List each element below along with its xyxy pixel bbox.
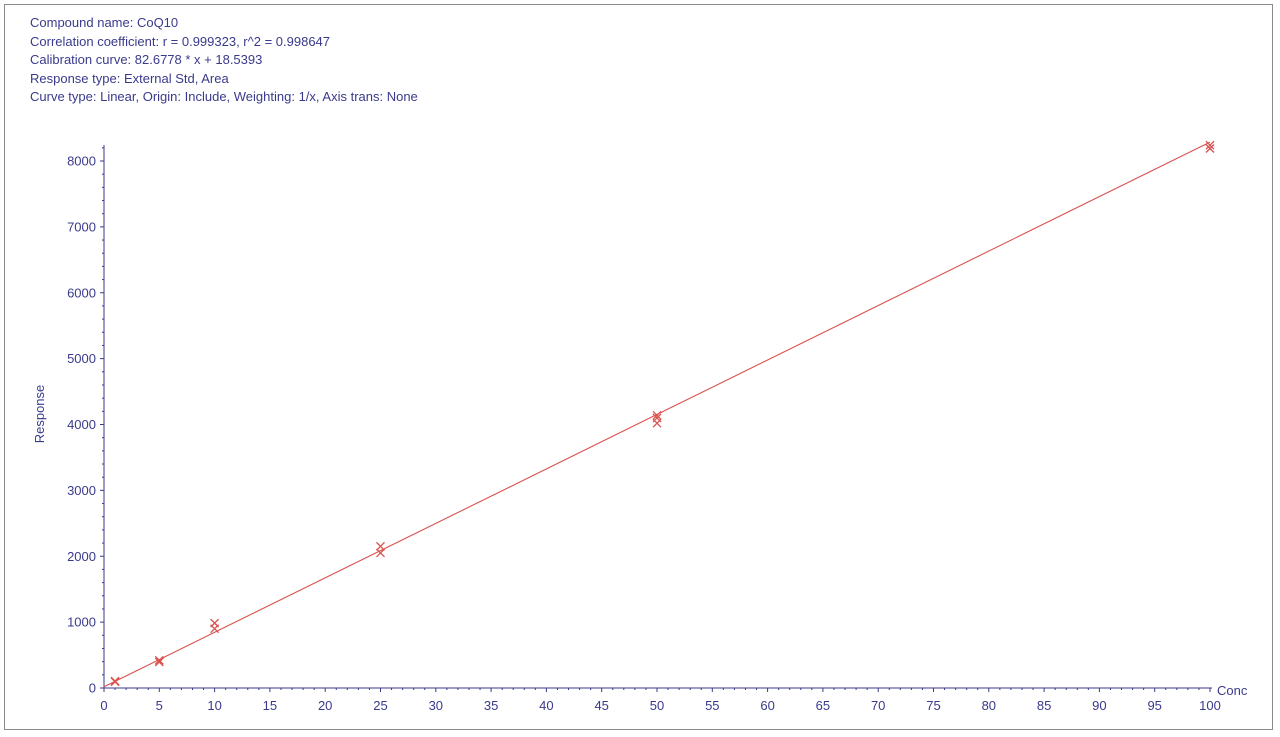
x-tick-label: 65: [816, 698, 830, 713]
y-tick-label: 8000: [67, 154, 96, 169]
x-tick-label: 55: [705, 698, 719, 713]
x-axis-title: Conc: [1217, 683, 1248, 698]
data-point-x-marker: [1205, 144, 1215, 153]
chart-frame: [4, 4, 1273, 730]
x-tick-label: 45: [594, 698, 608, 713]
data-point-x-marker: [376, 548, 385, 558]
calibration-curve: Calibration curve: 82.6778 * x + 18.5393: [30, 52, 263, 68]
x-tick-label: 20: [318, 698, 332, 713]
calibration-info: Compound name: CoQ10 Correlation coeffic…: [30, 14, 418, 107]
marker-stroke: [652, 410, 662, 420]
x-tick-label: 100: [1199, 698, 1221, 713]
x-tick-label: 10: [207, 698, 221, 713]
axes: 0 1000 2000 3000 4000 5000 6000 7000 8000 0 5 10 15 2…: [67, 145, 1221, 713]
x-tick-label: 15: [263, 698, 277, 713]
x-tick-label: 80: [982, 698, 996, 713]
y-tick-label: 4000: [67, 417, 96, 432]
compound-name: Compound name: CoQ10: [30, 15, 179, 30]
data-points: [110, 140, 1215, 687]
x-tick-label: 25: [373, 698, 387, 713]
data-point-x-marker: [154, 655, 164, 665]
marker-stroke: [110, 677, 120, 687]
marker-stroke: [376, 548, 385, 558]
marker-stroke: [652, 418, 662, 428]
x-tick-label: 0: [100, 698, 107, 713]
y-axis-title: Response: [32, 385, 47, 444]
marker-stroke: [154, 657, 164, 667]
data-point-x-marker: [210, 624, 220, 634]
data-point-x-marker: [652, 410, 662, 420]
y-tick-label: 2000: [67, 549, 96, 564]
marker-stroke: [1205, 140, 1215, 150]
y-tick-label: 0: [89, 681, 96, 696]
y-tick-label: 5000: [67, 351, 96, 366]
x-tick-label: 90: [1092, 698, 1106, 713]
marker-stroke: [210, 624, 220, 634]
x-tick-label: 30: [429, 698, 443, 713]
x-tick-label: 40: [539, 698, 553, 713]
data-point-x-marker: [154, 657, 164, 667]
response-type: Response type: External Std, Area: [30, 70, 229, 86]
data-point-x-marker: [1205, 140, 1215, 150]
data-point-x-marker: [110, 677, 120, 687]
y-tick-label: 3000: [67, 483, 96, 498]
x-tick-label: 95: [1147, 698, 1161, 713]
x-tick-label: 50: [650, 698, 664, 713]
data-point-x-marker: [652, 418, 662, 428]
x-tick-label: 35: [484, 698, 498, 713]
data-point-x-marker: [376, 541, 385, 551]
y-tick-label: 6000: [67, 285, 96, 300]
curve-type: Curve type: Linear, Origin: Include, Wei…: [30, 89, 418, 105]
y-tick-label: 1000: [67, 615, 96, 630]
x-tick-label: 5: [156, 698, 163, 713]
correlation-coefficient: Correlation coefficient: r = 0.999323, r…: [30, 33, 331, 49]
marker-stroke: [376, 541, 385, 551]
x-tick-label: 85: [1037, 698, 1051, 713]
marker-stroke: [1205, 144, 1215, 153]
marker-stroke: [154, 655, 164, 665]
y-tick-label: 7000: [67, 219, 96, 234]
x-tick-label: 70: [871, 698, 885, 713]
x-tick-label: 75: [926, 698, 940, 713]
x-tick-label: 60: [760, 698, 774, 713]
